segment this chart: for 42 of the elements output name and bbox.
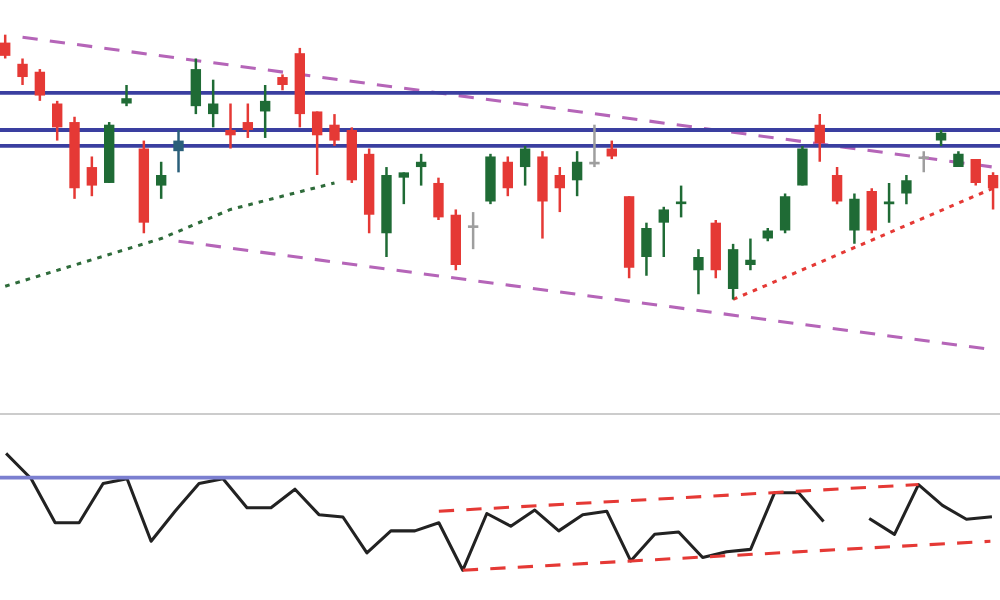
candlestick (675, 184, 687, 219)
candlestick (883, 181, 895, 224)
candlestick (0, 33, 11, 60)
candlestick (727, 242, 739, 301)
candlestick (779, 192, 791, 235)
candlestick (155, 160, 167, 201)
candlestick (554, 165, 565, 214)
candlestick (415, 152, 427, 187)
candlestick (467, 210, 479, 251)
candlestick (329, 112, 340, 148)
candlestick (173, 128, 184, 174)
candlestick (745, 237, 756, 272)
candlestick (814, 112, 825, 164)
candlestick (710, 218, 721, 280)
candlestick (225, 102, 236, 150)
candlestick (693, 247, 704, 296)
candlestick (259, 83, 271, 140)
candlestick (918, 149, 929, 174)
candlestick (433, 176, 444, 222)
candlestick (901, 173, 912, 206)
candlestick (537, 149, 548, 240)
candlestick (121, 83, 132, 108)
candlestick (831, 165, 843, 206)
candlestick (398, 171, 410, 206)
candlestick (866, 187, 877, 235)
candlestick (190, 57, 202, 116)
candlestick (207, 78, 219, 129)
candlestick (849, 192, 860, 246)
candlestick (571, 149, 583, 198)
candlestick (519, 144, 531, 187)
candlestick (485, 152, 496, 206)
candlestick (242, 102, 254, 140)
candlestick (658, 205, 669, 259)
candlestick (86, 155, 98, 198)
candlestick (502, 155, 513, 198)
candlestick (311, 110, 323, 177)
candlestick (51, 99, 63, 142)
candlestick (797, 144, 808, 187)
candlestick (970, 157, 981, 187)
candlestick (17, 57, 28, 87)
candlestick (641, 221, 652, 277)
candlestick (34, 67, 46, 103)
